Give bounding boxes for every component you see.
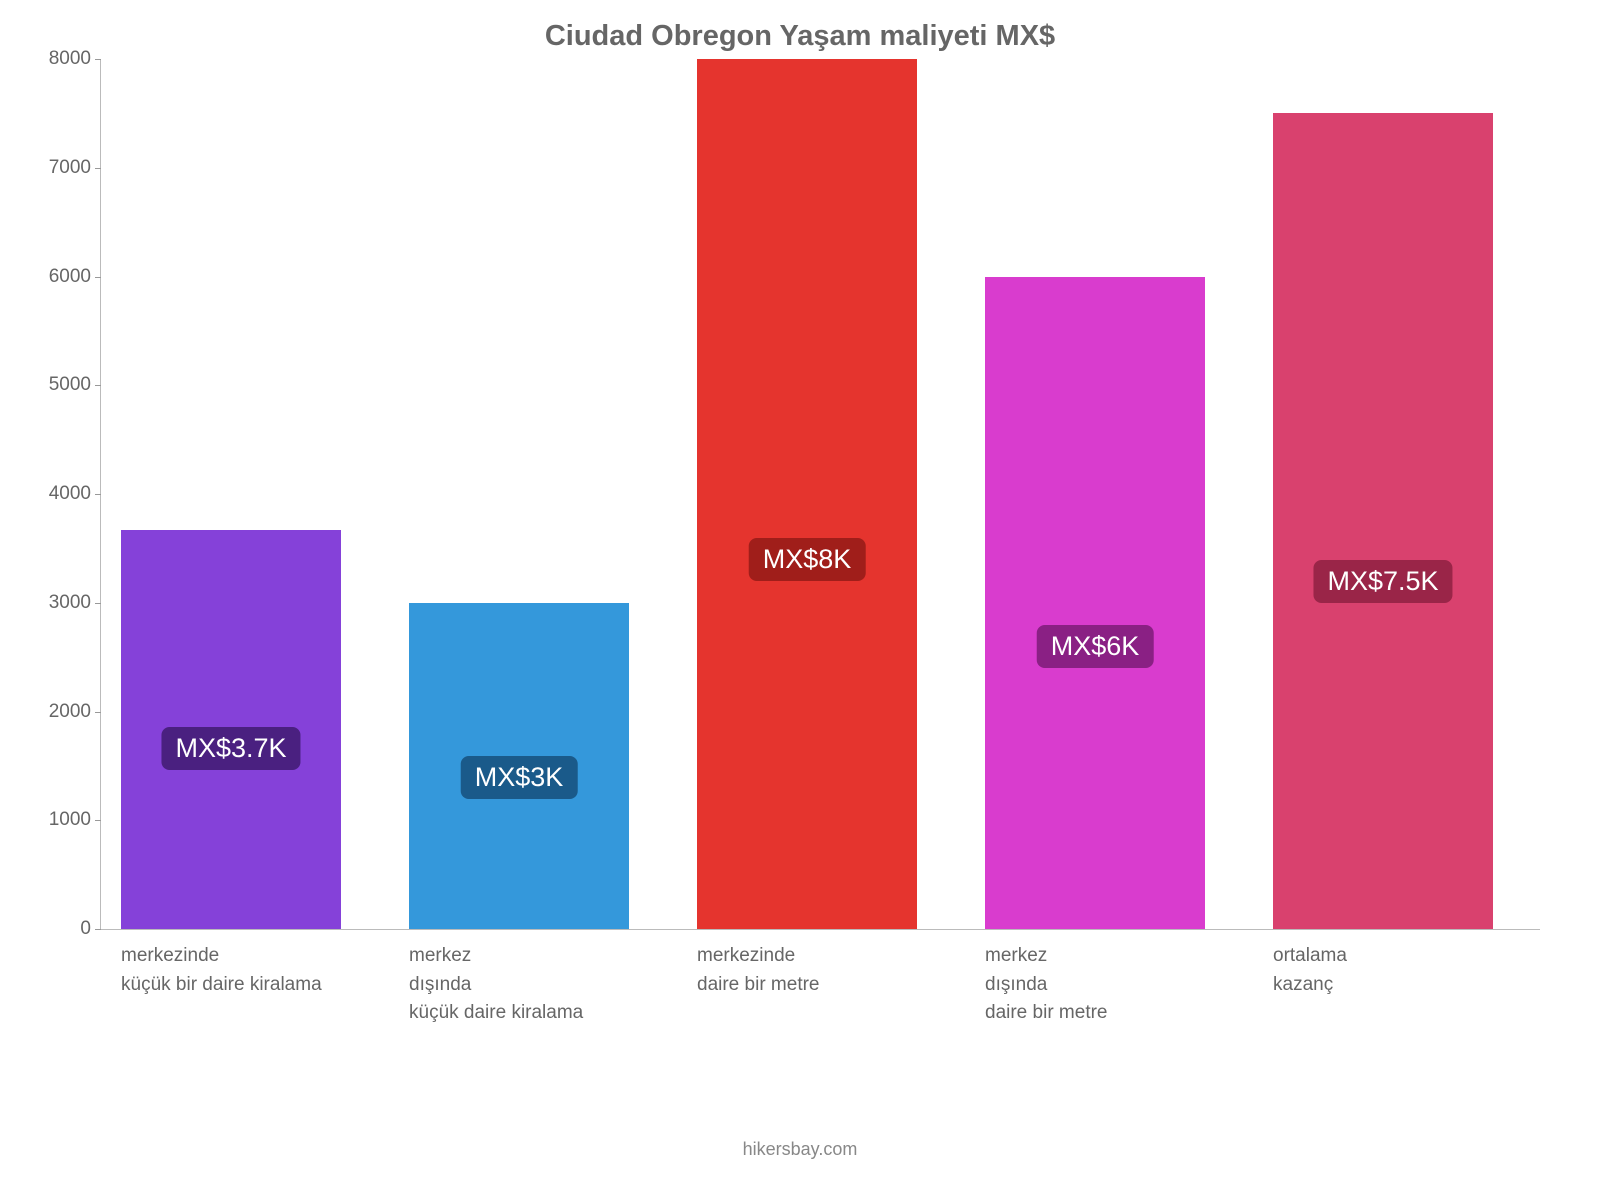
y-tick: 1000 xyxy=(36,809,91,831)
y-tick: 8000 xyxy=(36,48,91,70)
bar: MX$7.5K xyxy=(1273,113,1493,929)
x-axis-label: merkezinde daire bir metre xyxy=(697,942,957,999)
plot-area: 010002000300040005000600070008000MX$3.7K… xyxy=(100,60,1540,930)
chart-title: Ciudad Obregon Yaşam maliyeti MX$ xyxy=(0,20,1600,53)
attribution-text: hikersbay.com xyxy=(0,1139,1600,1160)
value-badge: MX$8K xyxy=(749,538,866,581)
y-tick: 4000 xyxy=(36,483,91,505)
bar: MX$6K xyxy=(985,277,1205,930)
value-badge: MX$3K xyxy=(461,756,578,799)
y-tick: 0 xyxy=(36,918,91,940)
bar: MX$8K xyxy=(697,59,917,929)
value-badge: MX$3.7K xyxy=(161,727,300,770)
value-badge: MX$7.5K xyxy=(1313,560,1452,603)
value-badge: MX$6K xyxy=(1037,625,1154,668)
bar: MX$3.7K xyxy=(121,530,341,929)
x-axis-label: ortalama kazanç xyxy=(1273,942,1533,999)
y-tick: 3000 xyxy=(36,592,91,614)
y-tick: 6000 xyxy=(36,266,91,288)
bar: MX$3K xyxy=(409,603,629,929)
y-tick: 5000 xyxy=(36,374,91,396)
x-axis-label: merkezinde küçük bir daire kiralama xyxy=(121,942,381,999)
x-axis-label: merkez dışında küçük daire kiralama xyxy=(409,942,669,1028)
x-axis-label: merkez dışında daire bir metre xyxy=(985,942,1245,1028)
chart-container: Ciudad Obregon Yaşam maliyeti MX$ 010002… xyxy=(0,0,1600,1200)
y-tick: 2000 xyxy=(36,701,91,723)
y-tick: 7000 xyxy=(36,157,91,179)
